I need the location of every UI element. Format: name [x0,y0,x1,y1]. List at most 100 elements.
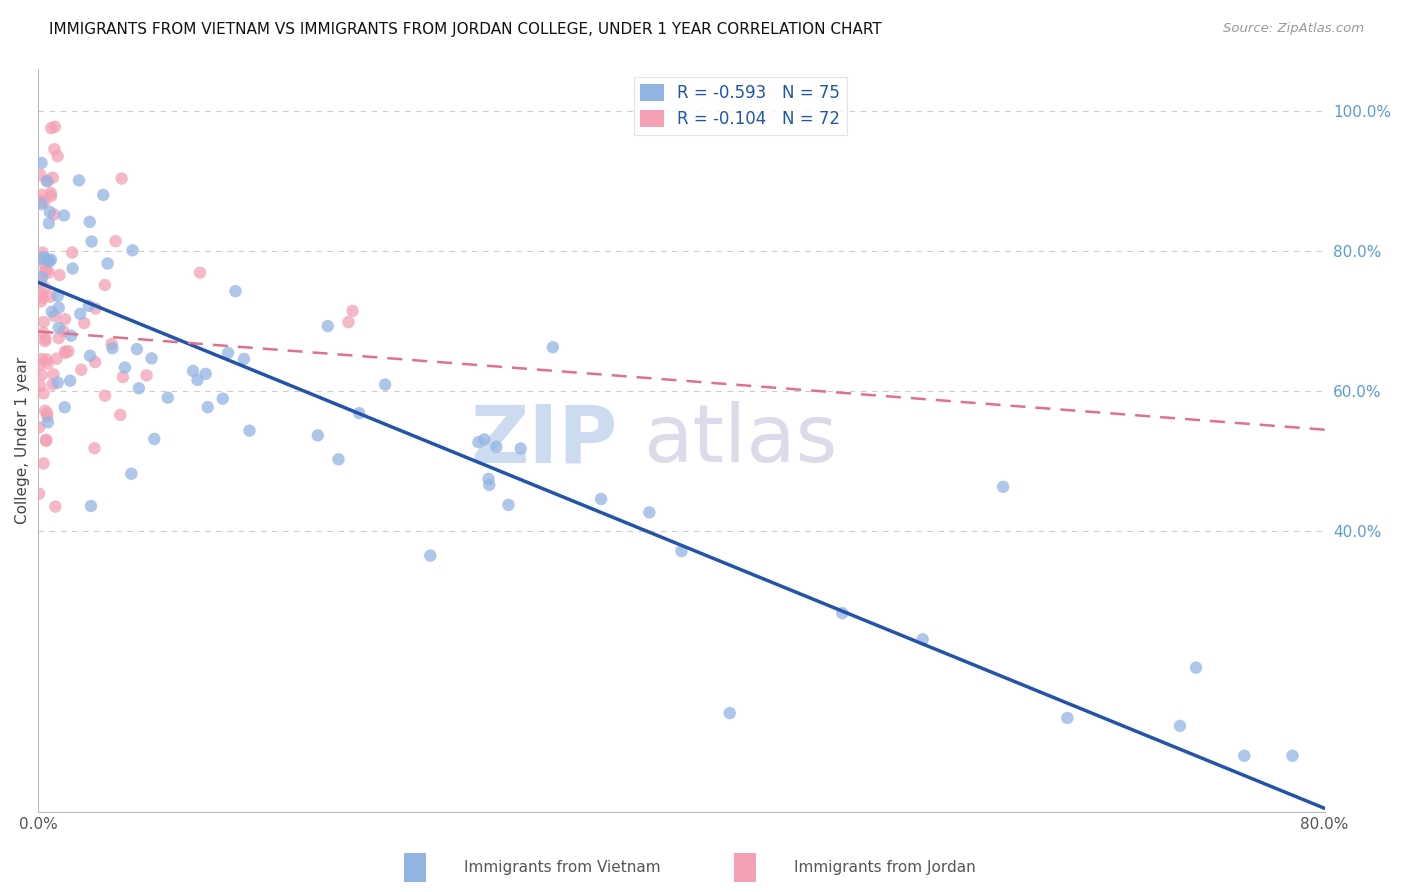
Point [69,307,91,321]
Point [467,435,489,450]
Point [181,364,204,378]
Point [84,355,107,369]
Point [31,368,53,382]
Point [42,207,65,221]
Point [62,261,84,276]
Point [34,332,56,346]
Point [111,370,134,384]
Point [32,291,55,305]
Point [44,120,66,134]
Point [80,235,103,249]
Point [211,392,233,406]
Point [39,189,62,203]
Point [328,452,350,467]
Point [1056,711,1078,725]
Point [31,252,53,266]
Point [477,472,499,486]
Point [34,281,56,295]
Point [48,331,70,345]
Point [128,381,150,395]
Point [30,275,52,289]
Point [39,290,62,304]
Point [224,284,246,298]
Point [37,356,59,370]
Point [31,187,53,202]
Point [48,320,70,334]
Point [135,368,157,383]
Point [28,378,51,392]
Point [509,442,531,456]
Point [671,544,693,558]
Point [37,174,59,188]
Point [38,216,60,230]
Point [347,406,370,420]
Point [485,440,508,454]
Point [110,408,132,422]
Point [53,209,76,223]
Text: ZIP: ZIP [470,401,617,479]
Point [911,632,934,647]
Point [79,215,101,229]
Point [1185,660,1208,674]
Point [35,434,58,448]
Point [37,409,59,424]
Point [28,420,51,434]
Point [143,432,166,446]
Point [541,340,564,354]
Point [28,486,51,500]
Legend: R = -0.593   N = 75, R = -0.104   N = 72: R = -0.593 N = 75, R = -0.104 N = 72 [634,77,846,135]
Point [91,188,114,202]
Text: IMMIGRANTS FROM VIETNAM VS IMMIGRANTS FROM JORDAN COLLEGE, UNDER 1 YEAR CORRELAT: IMMIGRANTS FROM VIETNAM VS IMMIGRANTS FR… [49,22,882,37]
Point [217,346,239,360]
Point [31,352,53,367]
Point [34,258,56,272]
Point [52,324,75,338]
Point [59,328,82,343]
Point [238,424,260,438]
Point [121,244,143,258]
Point [186,373,208,387]
Y-axis label: College, Under 1 year: College, Under 1 year [15,357,30,524]
Point [718,706,741,720]
Point [32,326,55,340]
Point [156,391,179,405]
Point [591,491,613,506]
Point [374,377,396,392]
Point [42,170,65,185]
Point [141,351,163,366]
Point [120,467,142,481]
Text: Source: ZipAtlas.com: Source: ZipAtlas.com [1223,22,1364,36]
Point [94,389,117,403]
Point [498,498,520,512]
Point [80,499,103,513]
Point [100,337,122,351]
Point [44,500,66,514]
Point [991,480,1014,494]
Point [30,286,52,301]
Point [53,401,76,415]
Text: Immigrants from Vietnam: Immigrants from Vietnam [464,860,661,874]
Point [45,351,67,366]
Point [831,606,853,620]
Point [55,346,77,360]
Point [101,341,124,355]
Point [125,342,148,356]
Point [28,358,51,372]
Point [419,549,441,563]
Point [197,400,219,414]
Point [110,171,132,186]
Point [53,344,76,359]
Point [1233,748,1256,763]
Point [1168,719,1191,733]
Point [41,304,63,318]
Point [34,264,56,278]
Text: atlas: atlas [643,401,838,479]
Point [32,250,55,264]
Point [307,428,329,442]
Point [35,352,58,367]
Text: Immigrants from Jordan: Immigrants from Jordan [794,860,976,874]
Point [46,289,69,303]
Point [67,173,90,187]
Point [39,121,62,136]
Point [35,433,58,447]
